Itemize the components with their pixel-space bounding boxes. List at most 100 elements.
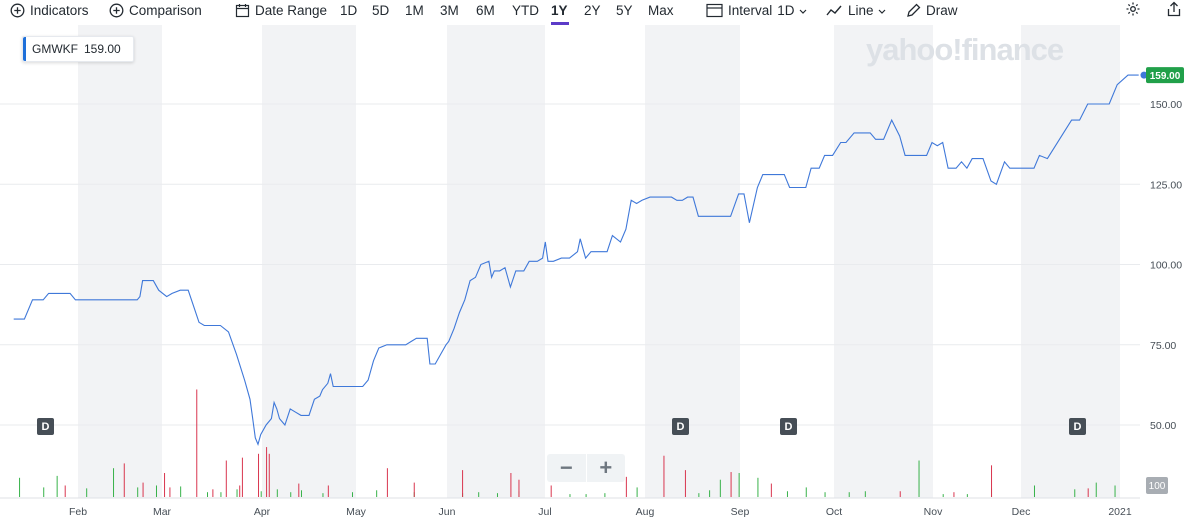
indicators-button[interactable]: Indicators xyxy=(10,0,89,20)
volume-bar-up xyxy=(220,492,222,497)
range-6m[interactable]: 6M xyxy=(476,2,495,18)
volume-bar-down xyxy=(258,453,260,497)
gear-icon xyxy=(1125,1,1141,20)
volume-bar-up xyxy=(276,489,278,497)
zoom-in-button[interactable]: + xyxy=(599,455,613,480)
interval-label: Interval xyxy=(728,2,773,18)
range-5d[interactable]: 5D xyxy=(372,2,390,18)
range-1y[interactable]: 1Y xyxy=(551,2,568,18)
zoom-controls: − + xyxy=(547,454,625,482)
range-1d[interactable]: 1D xyxy=(340,2,358,18)
share-button[interactable] xyxy=(1166,0,1182,20)
volume-bar-down xyxy=(64,485,66,497)
volume-bar-down xyxy=(518,479,520,497)
x-tick-label: Feb xyxy=(69,506,87,518)
volume-bar-up xyxy=(1074,489,1076,497)
plus-circle-icon xyxy=(10,3,25,18)
volume-bar-up xyxy=(824,492,826,497)
volume-bar-up xyxy=(1095,482,1097,497)
draw-button[interactable]: Draw xyxy=(906,0,958,20)
volume-bar-up xyxy=(966,494,968,497)
y-axis: 50.00 75.00 100.00 125.00 150.00 xyxy=(1150,99,1182,432)
volume-bar-up xyxy=(805,487,807,497)
date-range-label: Date Range xyxy=(255,2,328,18)
x-tick-label: Nov xyxy=(924,506,943,518)
volume-bar-down xyxy=(770,483,772,497)
y-tick-label: 50.00 xyxy=(1150,420,1176,432)
last-price-label: 159.00 xyxy=(1150,71,1181,82)
volume-bar-down xyxy=(625,476,627,497)
zoom-out-button[interactable]: − xyxy=(547,454,587,482)
volume-bar-down xyxy=(196,389,198,497)
volume-bar-down xyxy=(225,460,227,497)
x-tick-label: May xyxy=(346,506,367,518)
volume-bar-up xyxy=(719,479,721,497)
date-range-button[interactable]: Date Range xyxy=(235,0,327,20)
volume-bar-down xyxy=(298,483,300,497)
volume-bar-up xyxy=(113,468,115,497)
volume-bar-down xyxy=(212,489,214,497)
volume-bar-up xyxy=(496,493,498,497)
volume-bar-up xyxy=(709,490,711,497)
volume-scale-bg xyxy=(1146,477,1168,494)
volume-bar-down xyxy=(684,470,686,497)
x-tick-label: Mar xyxy=(153,506,172,518)
chart-type-dropdown[interactable]: Line xyxy=(826,0,886,20)
month-band xyxy=(78,25,162,498)
volume-bar-up xyxy=(942,494,944,497)
last-price-label-group: 159.00 100 xyxy=(1146,67,1184,494)
volume-bar-up xyxy=(585,494,587,497)
volume-bar-down xyxy=(550,485,552,497)
y-tick-label: 125.00 xyxy=(1150,179,1182,191)
active-range-underline xyxy=(551,22,569,25)
volume-bar-up xyxy=(738,473,740,497)
dividend-marker[interactable]: D xyxy=(672,418,689,435)
volume-bar-down xyxy=(169,487,171,497)
dividend-marker[interactable]: D xyxy=(37,418,54,435)
x-tick-label: Sep xyxy=(731,506,750,518)
volume-scale-label: 100 xyxy=(1149,481,1166,492)
volume-bar-up xyxy=(786,491,788,497)
chart-toolbar: Indicators Comparison Date Range 1D 5D 1… xyxy=(0,0,1199,22)
y-tick-label: 150.00 xyxy=(1150,99,1182,111)
dividend-marker[interactable]: D xyxy=(780,418,797,435)
volume-bar-up xyxy=(918,460,920,497)
range-ytd[interactable]: YTD xyxy=(512,2,539,18)
draw-label: Draw xyxy=(926,2,958,18)
x-tick-label: Dec xyxy=(1012,506,1031,518)
volume-bar-up xyxy=(300,490,302,497)
chart-type-label: Line xyxy=(848,2,874,18)
gridlines xyxy=(0,103,1140,426)
volume-bar-up xyxy=(322,493,324,497)
volume-bar-down xyxy=(268,453,270,497)
indicators-label: Indicators xyxy=(30,2,89,18)
range-3m[interactable]: 3M xyxy=(440,2,459,18)
range-2y[interactable]: 2Y xyxy=(584,2,601,18)
volume-bar-up xyxy=(636,487,638,497)
volume-bar-up xyxy=(1033,485,1035,497)
volume-bar-up xyxy=(757,477,759,497)
dividend-marker[interactable]: D xyxy=(1069,418,1086,435)
last-price-label-bg xyxy=(1146,67,1184,84)
comparison-label: Comparison xyxy=(129,2,202,18)
volume-bar-up xyxy=(86,488,88,497)
volume-bar-down xyxy=(142,482,144,497)
volume-bar-down xyxy=(239,485,241,497)
range-5y[interactable]: 5Y xyxy=(616,2,633,18)
symbol-ticker: GMWKF xyxy=(32,42,78,56)
volume-bar-up xyxy=(260,491,262,497)
price-chart[interactable]: 50.00 75.00 100.00 125.00 150.00 Feb Mar Apr Ma… xyxy=(0,25,1199,523)
symbol-legend[interactable]: GMWKF 159.00 xyxy=(22,36,134,62)
pencil-icon xyxy=(906,3,921,18)
volume-bar-up xyxy=(290,492,292,497)
settings-button[interactable] xyxy=(1125,0,1141,20)
interval-dropdown[interactable]: Interval 1D xyxy=(706,0,807,20)
volume-bar-down xyxy=(123,463,125,497)
range-max[interactable]: Max xyxy=(648,2,674,18)
x-tick-label: Apr xyxy=(254,506,271,518)
comparison-button[interactable]: Comparison xyxy=(109,0,202,20)
volume-bar-down xyxy=(386,468,388,497)
range-1m[interactable]: 1M xyxy=(405,2,424,18)
volume-bar-down xyxy=(953,492,955,497)
month-bands xyxy=(78,25,1120,498)
